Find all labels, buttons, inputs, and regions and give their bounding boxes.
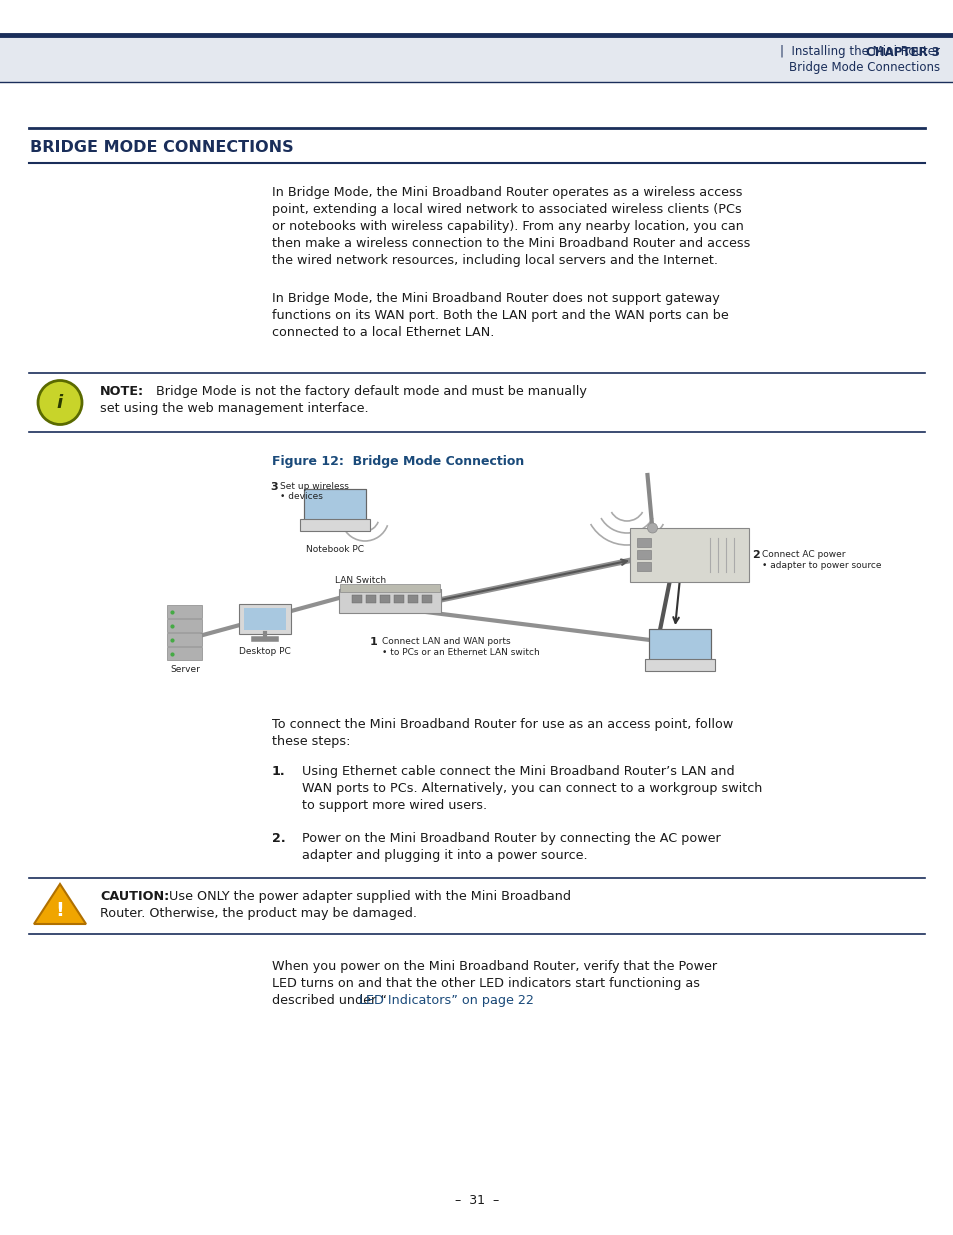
- FancyBboxPatch shape: [644, 658, 714, 672]
- Text: NOTE:: NOTE:: [100, 385, 144, 398]
- Text: Set up wireless: Set up wireless: [280, 482, 349, 492]
- Text: Router. Otherwise, the product may be damaged.: Router. Otherwise, the product may be da…: [100, 906, 416, 920]
- Text: connected to a local Ethernet LAN.: connected to a local Ethernet LAN.: [272, 326, 494, 338]
- Text: Bridge Mode is not the factory default mode and must be manually: Bridge Mode is not the factory default m…: [152, 385, 586, 398]
- Text: Use ONLY the power adapter supplied with the Mini Broadband: Use ONLY the power adapter supplied with…: [165, 890, 571, 903]
- Text: Notebook PC: Notebook PC: [306, 545, 364, 555]
- Text: Using Ethernet cable connect the Mini Broadband Router’s LAN and: Using Ethernet cable connect the Mini Br…: [301, 764, 734, 778]
- FancyBboxPatch shape: [637, 538, 651, 547]
- FancyBboxPatch shape: [648, 629, 710, 661]
- FancyBboxPatch shape: [421, 595, 432, 603]
- Text: .: .: [493, 994, 497, 1007]
- Text: or notebooks with wireless capability). From any nearby location, you can: or notebooks with wireless capability). …: [272, 220, 743, 233]
- FancyBboxPatch shape: [244, 608, 286, 630]
- FancyBboxPatch shape: [299, 519, 370, 531]
- Text: WAN ports to PCs. Alternatively, you can connect to a workgroup switch: WAN ports to PCs. Alternatively, you can…: [301, 782, 761, 795]
- Text: adapter and plugging it into a power source.: adapter and plugging it into a power sou…: [301, 848, 587, 862]
- Text: to support more wired users.: to support more wired users.: [301, 799, 486, 811]
- Text: 2: 2: [751, 550, 759, 559]
- Text: –  31  –: – 31 –: [455, 1193, 498, 1207]
- FancyBboxPatch shape: [379, 595, 390, 603]
- Text: Desktop PC: Desktop PC: [239, 647, 291, 656]
- Text: In Bridge Mode, the Mini Broadband Router does not support gateway: In Bridge Mode, the Mini Broadband Route…: [272, 291, 719, 305]
- Text: Server: Server: [170, 664, 200, 674]
- Polygon shape: [34, 884, 86, 924]
- Text: CAUTION:: CAUTION:: [100, 890, 169, 903]
- FancyBboxPatch shape: [239, 604, 291, 634]
- Circle shape: [647, 522, 657, 534]
- FancyBboxPatch shape: [0, 35, 953, 82]
- FancyBboxPatch shape: [339, 584, 439, 592]
- Text: LAN Switch: LAN Switch: [335, 576, 386, 585]
- Text: • adapter to power source: • adapter to power source: [761, 561, 881, 571]
- FancyBboxPatch shape: [637, 562, 651, 571]
- Text: 1: 1: [370, 637, 377, 647]
- Text: CHAPTER 3: CHAPTER 3: [865, 46, 939, 58]
- Text: set using the web management interface.: set using the web management interface.: [100, 403, 368, 415]
- Text: LED Indicators” on page 22: LED Indicators” on page 22: [359, 994, 534, 1007]
- FancyBboxPatch shape: [168, 647, 202, 659]
- Text: functions on its WAN port. Both the LAN port and the WAN ports can be: functions on its WAN port. Both the LAN …: [272, 309, 728, 322]
- Text: Figure 12:  Bridge Mode Connection: Figure 12: Bridge Mode Connection: [272, 454, 523, 468]
- Text: described under “: described under “: [272, 994, 386, 1007]
- Text: then make a wireless connection to the Mini Broadband Router and access: then make a wireless connection to the M…: [272, 237, 749, 249]
- Text: Connect LAN and WAN ports: Connect LAN and WAN ports: [381, 637, 510, 646]
- Text: BRIDGE MODE CONNECTIONS: BRIDGE MODE CONNECTIONS: [30, 141, 294, 156]
- Text: Power on the Mini Broadband Router by connecting the AC power: Power on the Mini Broadband Router by co…: [301, 832, 720, 845]
- Text: 1.: 1.: [272, 764, 285, 778]
- Text: i: i: [57, 394, 63, 412]
- Text: LED turns on and that the other LED indicators start functioning as: LED turns on and that the other LED indi…: [272, 977, 700, 990]
- FancyBboxPatch shape: [408, 595, 417, 603]
- Text: |  Installing the Mini Router: | Installing the Mini Router: [749, 46, 939, 58]
- Text: To connect the Mini Broadband Router for use as an access point, follow: To connect the Mini Broadband Router for…: [272, 718, 732, 731]
- Text: !: !: [55, 900, 65, 920]
- FancyBboxPatch shape: [168, 634, 202, 646]
- FancyBboxPatch shape: [366, 595, 375, 603]
- Text: • to PCs or an Ethernet LAN switch: • to PCs or an Ethernet LAN switch: [381, 648, 539, 657]
- FancyBboxPatch shape: [630, 529, 749, 582]
- Circle shape: [38, 380, 82, 425]
- Text: In Bridge Mode, the Mini Broadband Router operates as a wireless access: In Bridge Mode, the Mini Broadband Route…: [272, 186, 741, 199]
- FancyBboxPatch shape: [352, 595, 361, 603]
- Text: Bridge Mode Connections: Bridge Mode Connections: [788, 62, 939, 74]
- Text: these steps:: these steps:: [272, 735, 350, 748]
- Text: 2.: 2.: [272, 832, 285, 845]
- Text: the wired network resources, including local servers and the Internet.: the wired network resources, including l…: [272, 254, 718, 267]
- FancyBboxPatch shape: [304, 489, 366, 521]
- FancyBboxPatch shape: [168, 605, 202, 618]
- Text: • devices: • devices: [280, 492, 322, 501]
- Text: When you power on the Mini Broadband Router, verify that the Power: When you power on the Mini Broadband Rou…: [272, 960, 717, 973]
- FancyBboxPatch shape: [637, 550, 651, 559]
- Text: point, extending a local wired network to associated wireless clients (PCs: point, extending a local wired network t…: [272, 203, 740, 216]
- FancyBboxPatch shape: [338, 589, 440, 613]
- FancyBboxPatch shape: [168, 619, 202, 632]
- Text: Connect AC power: Connect AC power: [761, 550, 844, 559]
- Text: 3: 3: [270, 482, 277, 492]
- FancyBboxPatch shape: [394, 595, 403, 603]
